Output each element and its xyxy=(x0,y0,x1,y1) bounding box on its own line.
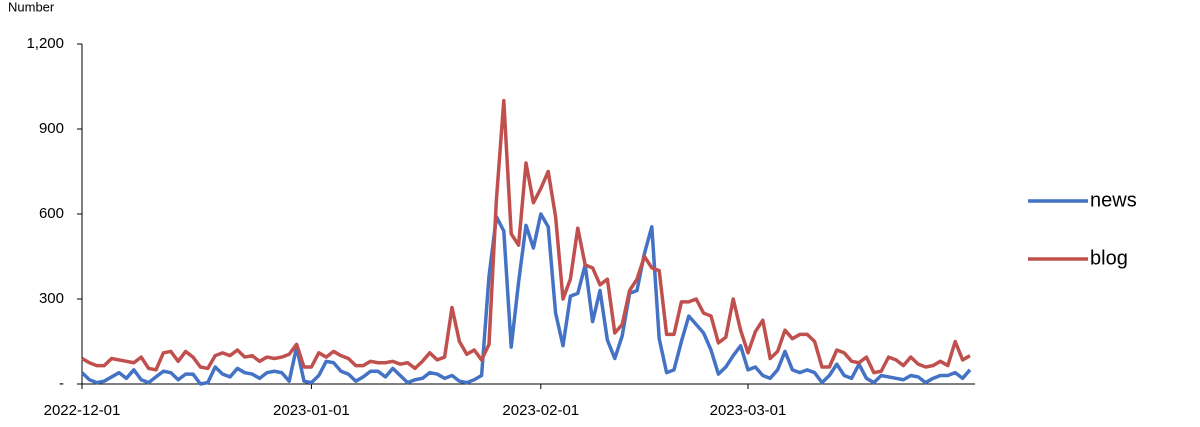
x-tick-label: 2023-03-01 xyxy=(710,402,787,419)
x-tick-label: 2022-12-01 xyxy=(44,402,121,419)
y-tick-label: 300 xyxy=(39,290,64,307)
x-tick-label: 2023-02-01 xyxy=(502,402,579,419)
y-tick-label: 900 xyxy=(39,120,64,137)
y-tick-label: 600 xyxy=(39,205,64,222)
x-tick-label: 2023-01-01 xyxy=(273,402,350,419)
y-tick-label: 1,200 xyxy=(26,35,64,52)
legend-label: blog xyxy=(1090,247,1128,269)
y-axis-label: Number xyxy=(8,0,55,14)
line xyxy=(81,98,971,375)
legend-label: news xyxy=(1090,189,1137,211)
line xyxy=(80,212,972,386)
y-tick-label: - xyxy=(59,375,64,392)
